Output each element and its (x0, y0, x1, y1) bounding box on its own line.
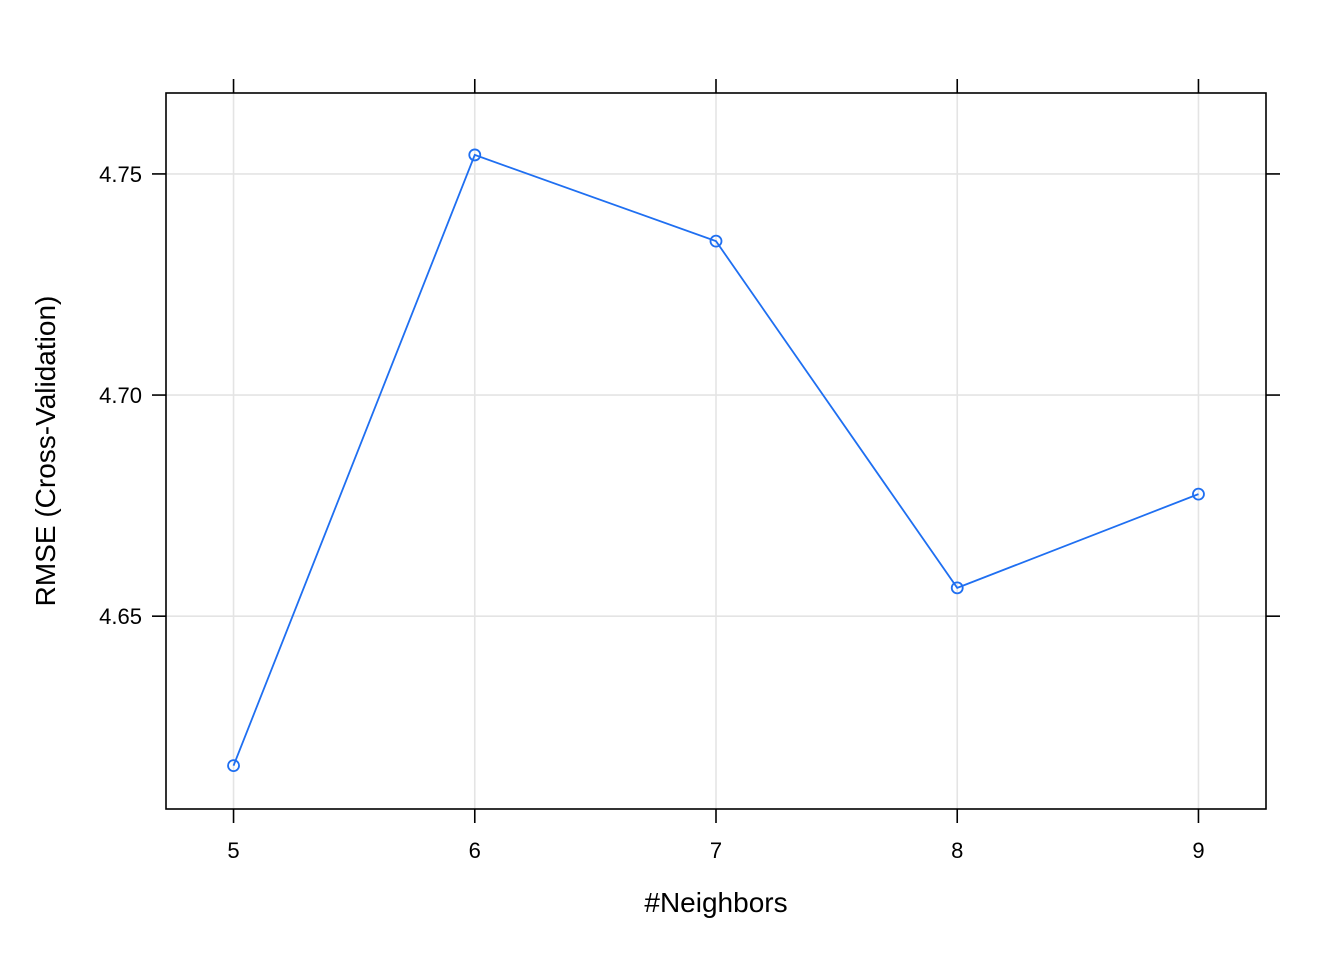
tick-labels: 5 6 7 8 9 4.65 4.70 4.75 (99, 162, 1204, 863)
y-tick-label: 4.65 (99, 604, 142, 629)
plot-frame (165, 92, 1267, 810)
x-tick-label: 7 (710, 838, 722, 863)
data-point (709, 234, 723, 248)
y-axis-title: RMSE (Cross-Validation) (30, 296, 61, 607)
series-layer (227, 148, 1205, 773)
x-tick-label: 9 (1192, 838, 1204, 863)
x-axis-title: #Neighbors (644, 887, 787, 918)
x-tick-label: 8 (951, 838, 963, 863)
data-point (950, 581, 964, 595)
data-point (227, 759, 240, 773)
series-line (232, 153, 1199, 766)
x-tick-label: 6 (469, 838, 481, 863)
axis-ticks (152, 79, 1280, 823)
data-point (1192, 487, 1205, 501)
y-tick-label: 4.70 (99, 383, 142, 408)
x-tick-label: 5 (227, 838, 239, 863)
grid-lines (166, 93, 1266, 809)
y-tick-label: 4.75 (99, 162, 142, 187)
data-point (468, 148, 482, 162)
